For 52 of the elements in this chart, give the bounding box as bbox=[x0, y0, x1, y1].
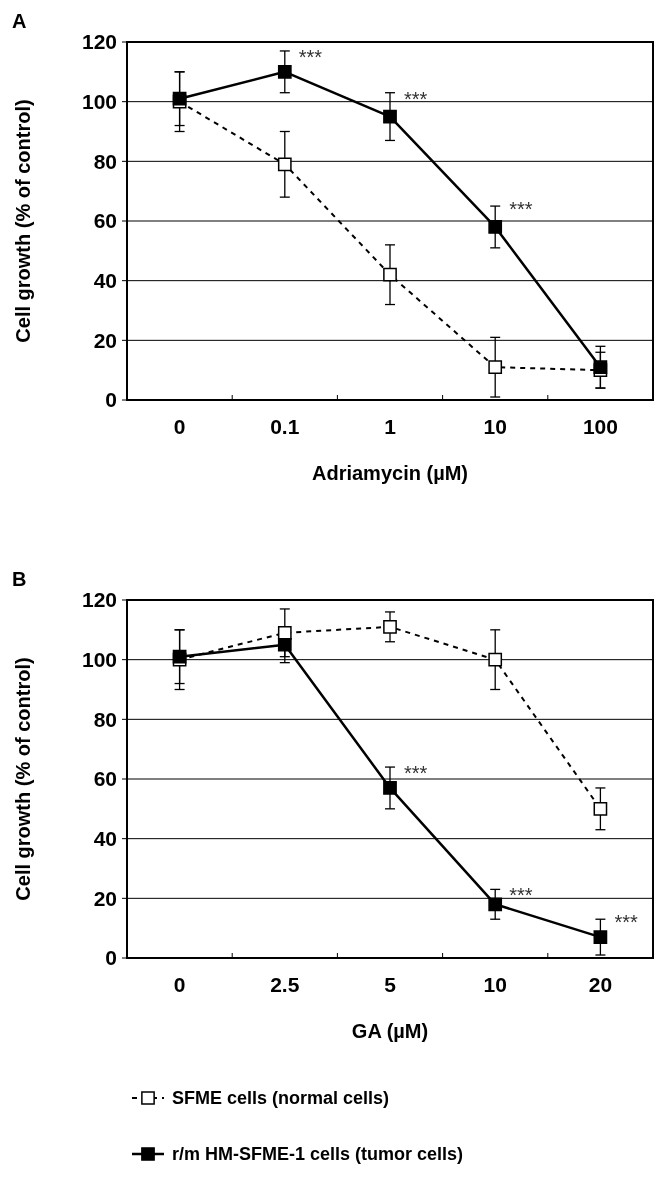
x-tick-label: 10 bbox=[483, 973, 507, 996]
point bbox=[488, 897, 503, 912]
annotation: *** bbox=[404, 87, 428, 110]
y-tick-label: 80 bbox=[93, 149, 117, 173]
x-tick-label: 0.1 bbox=[270, 415, 300, 438]
x-axis-title: GA (µM) bbox=[351, 1020, 429, 1042]
x-tick-label: 10 bbox=[483, 415, 507, 438]
y-tick-label: 20 bbox=[93, 886, 117, 910]
y-tick-label: 120 bbox=[81, 588, 117, 612]
point bbox=[488, 220, 503, 234]
x-tick-label: 0 bbox=[173, 973, 186, 996]
y-tick-label: 100 bbox=[81, 648, 117, 672]
point bbox=[277, 625, 292, 640]
y-axis-title: Cell growth (% of control) bbox=[12, 99, 34, 343]
point bbox=[383, 781, 397, 795]
annotation: *** bbox=[298, 45, 323, 68]
y-tick-label: 60 bbox=[93, 767, 117, 791]
point bbox=[593, 801, 608, 816]
y-tick-label: 100 bbox=[81, 90, 117, 114]
annotation: *** bbox=[509, 884, 533, 907]
point bbox=[277, 637, 292, 652]
point bbox=[383, 267, 397, 282]
point bbox=[383, 109, 397, 124]
annotation: *** bbox=[404, 762, 428, 785]
x-axis-title: Adriamycin (µM) bbox=[312, 462, 468, 484]
x-tick-label: 20 bbox=[588, 973, 613, 996]
point bbox=[277, 64, 292, 79]
point bbox=[488, 652, 503, 667]
x-tick-label: 1 bbox=[384, 415, 397, 438]
y-tick-label: 20 bbox=[93, 328, 117, 352]
x-tick-label: 100 bbox=[582, 415, 618, 438]
legend-label: SFME cells (normal cells) bbox=[172, 1088, 390, 1109]
point bbox=[277, 157, 292, 172]
chart-title: B bbox=[12, 568, 27, 590]
chart-title: A bbox=[12, 10, 27, 32]
y-tick-label: 40 bbox=[93, 827, 117, 851]
y-tick-label: 60 bbox=[93, 209, 117, 233]
x-tick-label: 2.5 bbox=[270, 973, 300, 996]
y-tick-label: 0 bbox=[105, 946, 117, 970]
point bbox=[593, 930, 608, 944]
x-tick-label: 0 bbox=[173, 415, 186, 438]
y-tick-label: 0 bbox=[105, 388, 117, 412]
y-axis-title: Cell growth (% of control) bbox=[12, 657, 34, 901]
x-tick-label: 5 bbox=[384, 973, 397, 996]
point bbox=[488, 360, 503, 375]
legend-label: r/m HM-SFME-1 cells (tumor cells) bbox=[172, 1144, 464, 1165]
point bbox=[383, 619, 397, 634]
annotation: *** bbox=[614, 911, 638, 934]
y-tick-label: 120 bbox=[81, 30, 117, 54]
annotation: *** bbox=[509, 198, 533, 221]
y-tick-label: 80 bbox=[93, 707, 117, 731]
y-tick-label: 40 bbox=[93, 269, 117, 293]
